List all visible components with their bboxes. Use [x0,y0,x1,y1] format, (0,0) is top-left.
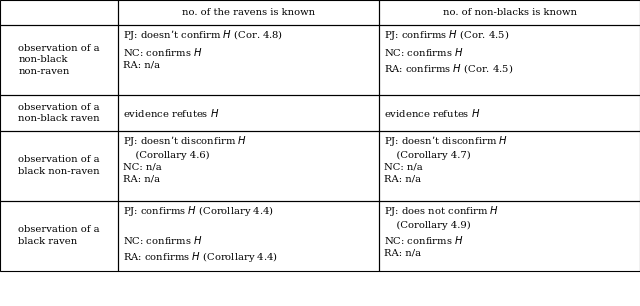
Bar [0,201,118,271]
Bar [380,95,640,131]
Text: observation of a
black raven: observation of a black raven [19,225,100,246]
Bar [118,131,380,201]
Bar [380,0,640,25]
Text: observation of a
non-black
non-raven: observation of a non-black non-raven [19,44,100,76]
Bar [380,25,640,95]
Text: PJ: doesn’t disconfirm $H$
    (Corollary 4.7)
NC: n/a
RA: n/a: PJ: doesn’t disconfirm $H$ (Corollary 4.… [384,134,508,184]
Bar [0,95,118,131]
Text: PJ: doesn’t confirm $H$ (Cor. 4.8)
NC: confirms $H$
RA: n/a: PJ: doesn’t confirm $H$ (Cor. 4.8) NC: c… [123,28,283,70]
Text: no. of the ravens is known: no. of the ravens is known [182,8,316,17]
Text: no. of non-blacks is known: no. of non-blacks is known [443,8,577,17]
Text: observation of a
non-black raven: observation of a non-black raven [19,103,100,123]
Text: evidence refutes $H$: evidence refutes $H$ [123,107,220,119]
Bar [380,131,640,201]
Text: PJ: doesn’t disconfirm $H$
    (Corollary 4.6)
NC: n/a
RA: n/a: PJ: doesn’t disconfirm $H$ (Corollary 4.… [123,134,247,184]
Bar [0,25,118,95]
Bar [118,25,380,95]
Bar [0,131,118,201]
Text: evidence refutes $H$: evidence refutes $H$ [384,107,480,119]
Text: observation of a
black non-raven: observation of a black non-raven [19,155,100,176]
Bar [118,0,380,25]
Bar [118,201,380,271]
Text: PJ: does not confirm $H$
    (Corollary 4.9)
NC: confirms $H$
RA: n/a: PJ: does not confirm $H$ (Corollary 4.9)… [384,204,499,258]
Bar [380,201,640,271]
Bar [118,95,380,131]
Bar [0,0,118,25]
Text: PJ: confirms $H$ (Cor. 4.5)
NC: confirms $H$
RA: confirms $H$ (Cor. 4.5): PJ: confirms $H$ (Cor. 4.5) NC: confirms… [384,28,513,75]
Text: PJ: confirms $H$ (Corollary 4.4)

NC: confirms $H$
RA: confirms $H$ (Corollary 4: PJ: confirms $H$ (Corollary 4.4) NC: con… [123,204,278,263]
